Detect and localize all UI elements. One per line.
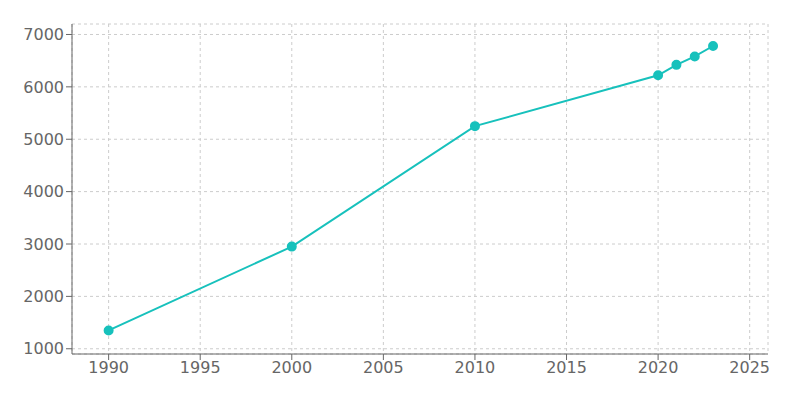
- svg-text:2005: 2005: [363, 358, 404, 377]
- svg-text:2000: 2000: [23, 287, 64, 306]
- svg-text:1990: 1990: [88, 358, 129, 377]
- svg-text:1000: 1000: [23, 339, 64, 358]
- svg-text:2010: 2010: [455, 358, 496, 377]
- svg-text:6000: 6000: [23, 78, 64, 97]
- svg-text:2025: 2025: [729, 358, 770, 377]
- svg-text:7000: 7000: [23, 25, 64, 44]
- svg-text:5000: 5000: [23, 130, 64, 149]
- svg-text:2000: 2000: [271, 358, 312, 377]
- svg-text:4000: 4000: [23, 182, 64, 201]
- svg-text:1995: 1995: [180, 358, 221, 377]
- svg-text:3000: 3000: [23, 235, 64, 254]
- svg-text:2020: 2020: [638, 358, 679, 377]
- svg-text:2015: 2015: [546, 358, 587, 377]
